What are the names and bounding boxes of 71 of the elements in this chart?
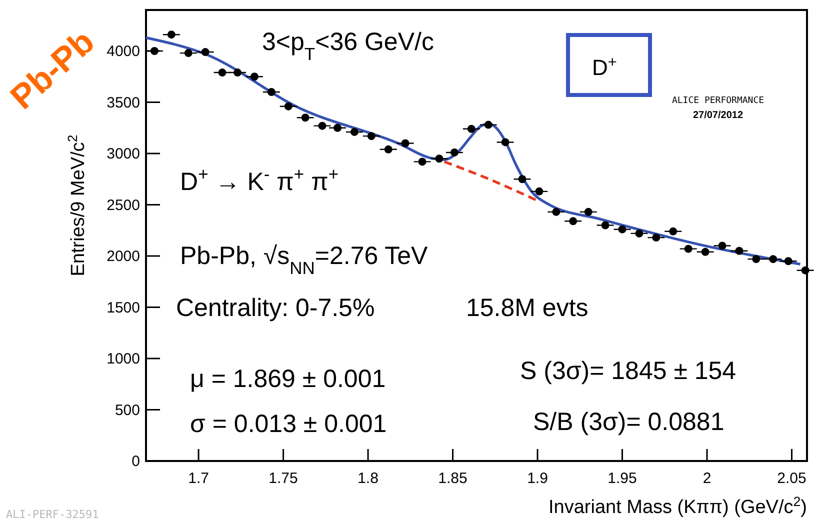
point [518,175,526,184]
point [284,102,292,110]
point [401,139,410,148]
annotation: Centrality: 0-7.5% [176,294,375,322]
point [384,145,392,154]
point [501,138,510,146]
y-tick-label: 1000 [106,350,140,368]
point [635,229,644,238]
point [735,246,744,255]
point [784,257,792,266]
point [467,124,476,133]
x-tick-label: 1.95 [608,470,637,487]
point [167,30,176,39]
point [184,49,192,58]
point [201,48,210,56]
point [569,217,578,226]
text: ALI-PERF-32591 [6,508,99,521]
y-tick-label: 1500 [106,299,140,316]
annotation: μ = 1.869 ± 0.001 [190,365,386,393]
annotation: Pb-Pb, √s$_{NN}$=2.76 TeV [180,242,428,278]
point [484,120,492,129]
point [218,68,226,77]
x-tick-label: 1.75 [268,470,298,487]
annotation: ALICE PERFORMANCE [672,96,764,106]
point [769,255,778,264]
point [552,208,560,216]
point [701,248,710,256]
y-tick-label: 3500 [106,94,140,112]
point [601,221,610,230]
annotation: 3<p$_{T}$<36 GeV/c [262,28,434,64]
point [367,132,376,140]
y-tick-label: 4000 [106,43,140,60]
annotation: 27/07/2012 [692,110,744,121]
point [418,158,426,166]
point [669,227,678,236]
point [150,47,158,55]
point [584,208,592,216]
point [267,88,276,96]
point [752,255,760,264]
point [535,187,544,196]
annotation: S (3σ)= 1845 ± 154 [520,357,736,385]
point [350,128,358,136]
y-tick-label: 500 [114,402,140,419]
x-tick-label: 1.8 [358,470,378,487]
annotation: 15.8M evts [466,294,588,322]
x-tick-label: 1.7 [188,470,209,487]
y-tick-label: 2500 [106,196,140,214]
point [435,154,444,163]
annotation: S/B (3σ)= 0.0881 [533,408,724,436]
y-tick-label: 2000 [106,248,140,265]
point [450,148,458,156]
x-tick-label: 1.9 [527,470,548,487]
point [234,68,242,77]
point [684,244,692,253]
y-tick-label: 3000 [106,146,140,162]
point [718,242,726,250]
point [318,122,326,130]
point [652,234,660,242]
x-tick-label: 2 [702,470,712,487]
annotation: σ = 0.013 ± 0.001 [190,410,387,438]
y-tick-label: 0 [132,453,140,470]
point [618,225,626,234]
point [801,266,810,274]
point [301,114,310,122]
annotation: D$^{+}$ → K$^{-}$ π$^{+}$ π$^{+}$ [180,164,339,196]
x-axis-title: Invariant Mass (Kππ) (GeV/c$^{2}$) [548,494,807,518]
annotation: D$^{+}$ [592,54,617,80]
x-tick-label: 2.05 [777,470,806,487]
point [334,124,342,132]
point [250,72,258,81]
x-tick-label: 1.85 [438,470,468,487]
